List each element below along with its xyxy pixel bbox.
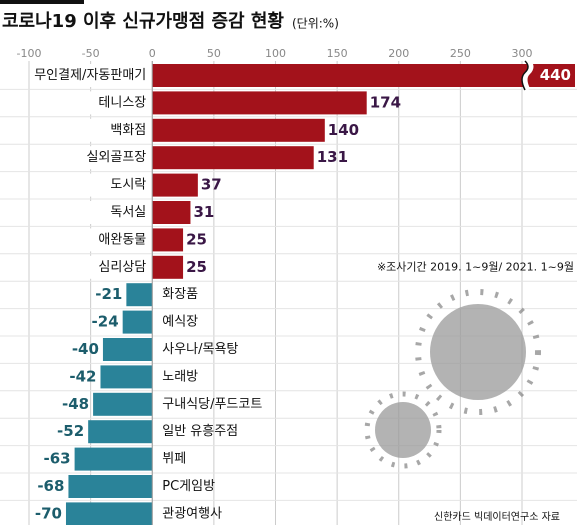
value-label: 174 [370,93,401,111]
x-tick-label: 0 [149,47,156,60]
value-label: 131 [317,148,348,166]
bar [74,447,153,471]
value-label: -42 [69,367,96,385]
category-label: 실외골프장 [86,150,146,165]
value-label: -40 [72,340,99,358]
category-label: 예식장 [162,315,198,330]
bar [126,283,153,307]
value-label: 140 [328,121,359,139]
bar [68,475,153,498]
category-label: 관광여행사 [162,505,222,521]
bar [93,392,153,416]
value-label: -24 [92,313,119,331]
value-label: -68 [37,477,64,495]
category-label: 무인결제/자동판매기 [34,68,146,83]
label-box [55,64,150,87]
category-label: 심리상담 [98,260,146,275]
value-label: 37 [201,176,222,194]
value-label: -48 [62,395,89,413]
x-tick-label: 50 [207,47,221,60]
bar [88,420,153,444]
x-tick-label: 300 [512,47,533,60]
x-tick-label: -100 [17,47,42,60]
chart-subtitle: (단위:%) [292,17,339,31]
category-label: 일반 유흥주점 [162,424,238,439]
x-tick-label: 250 [450,47,471,60]
category-label: 테니스장 [98,95,146,110]
category-label: 구내식당/푸드코트 [162,397,262,412]
category-label: PC게임방 [162,479,215,494]
category-label: 백화점 [110,123,146,138]
value-label: -21 [95,285,122,303]
label-box [55,91,150,115]
bar [152,173,198,197]
category-label: 노래방 [162,369,198,384]
source: 신한카드 빅데이터연구소 자료 [434,511,560,523]
virus-decoration [364,289,541,469]
category-label: 뷔페 [162,452,186,467]
category-label: 화장품 [162,287,198,302]
value-label: -52 [57,422,84,440]
x-tick-label: 200 [388,47,409,60]
bar [102,338,153,361]
value-label: -63 [43,450,70,468]
label-box [55,146,150,170]
x-tick-label: 150 [327,47,348,60]
value-label: 440 [540,66,571,84]
x-tick-label: 100 [265,47,286,60]
value-label: -70 [35,504,62,522]
bar [122,310,153,334]
label-box [55,173,150,197]
x-tick-label: -50 [82,47,100,60]
bar [152,201,191,224]
bar [65,502,153,525]
bar [152,118,325,142]
axis-break [522,59,534,92]
bar [152,146,314,170]
label-box [55,255,150,279]
note: ※조사기간 2019. 1~9월/ 2021. 1~9월 [377,260,574,273]
bar [100,365,153,389]
title-accent [0,0,84,4]
value-label: 25 [186,258,207,276]
bar [152,255,184,279]
value-label: 25 [186,230,207,248]
category-label: 도시락 [110,178,146,193]
label-box [55,118,150,142]
bar [152,64,575,87]
label-box [55,228,150,252]
bar [152,91,367,115]
label-box [55,201,150,224]
chart-title: 코로나19 이후 신규가맹점 증감 현황 [2,11,284,32]
value-label: 31 [193,203,214,221]
category-label: 애완동물 [98,232,146,247]
category-label: 사우나/목욕탕 [162,342,238,357]
axis-break [521,60,529,91]
category-label: 독서실 [110,205,146,220]
bar [152,228,184,252]
